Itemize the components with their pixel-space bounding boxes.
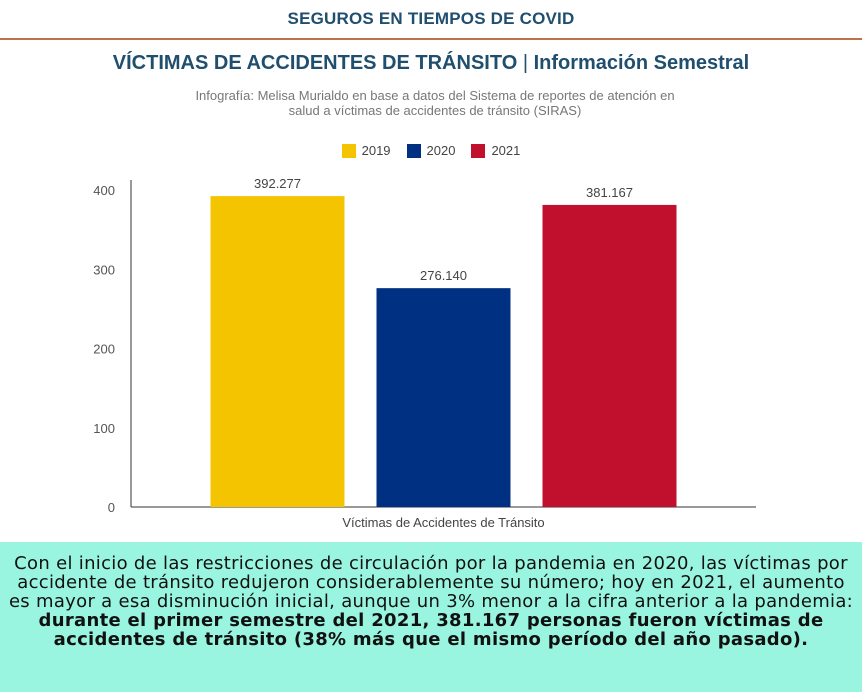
summary-box: Con el inicio de las restricciones de ci… bbox=[0, 542, 862, 692]
chart-title-sub: Información Semestral bbox=[533, 52, 750, 74]
chart-legend: 2019 2020 2021 bbox=[0, 143, 862, 158]
data-label-2020: 276.140 bbox=[420, 268, 467, 283]
y-tick-label: 400 bbox=[93, 183, 115, 198]
bar-chart: 0 100 200 300 400 392.277 276.140 381.167 Víctim… bbox=[93, 176, 756, 530]
summary-text: Con el inicio de las restricciones de ci… bbox=[8, 553, 854, 612]
legend-swatch-2019 bbox=[341, 143, 356, 158]
legend-label-2020: 2020 bbox=[426, 143, 456, 158]
page-header: SEGUROS EN TIEMPOS DE COVID bbox=[0, 0, 862, 40]
data-label-2021: 381.167 bbox=[586, 185, 633, 200]
summary-highlight: durante el primer semestre del 2021, 381… bbox=[38, 610, 824, 650]
legend-swatch-2020 bbox=[406, 143, 421, 158]
legend-item-2019: 2019 bbox=[341, 143, 391, 158]
bar-2020 bbox=[376, 288, 511, 507]
y-tick-label: 300 bbox=[93, 262, 115, 277]
y-tick-label: 100 bbox=[93, 421, 115, 436]
legend-item-2020: 2020 bbox=[406, 143, 456, 158]
legend-swatch-2021 bbox=[471, 143, 486, 158]
chart-title-main: VÍCTIMAS DE ACCIDENTES DE TRÁNSITO bbox=[112, 52, 518, 74]
chart-credit-line-1: Infografía: Melisa Murialdo en base a da… bbox=[195, 88, 675, 103]
legend-item-2021: 2021 bbox=[471, 143, 520, 158]
y-tick-label: 200 bbox=[93, 342, 115, 357]
chart-credit-line-2: salud a víctimas de accidentes de tránsi… bbox=[288, 103, 582, 118]
legend-label-2019: 2019 bbox=[361, 143, 391, 158]
chart-title: VÍCTIMAS DE ACCIDENTES DE TRÁNSITO | Inf… bbox=[0, 52, 862, 75]
legend-label-2021: 2021 bbox=[491, 143, 521, 158]
chart-credit: Infografía: Melisa Murialdo en base a da… bbox=[120, 88, 750, 118]
data-label-2019: 392.277 bbox=[254, 176, 301, 191]
y-tick-label: 0 bbox=[108, 500, 115, 515]
chart-title-separator: | bbox=[522, 52, 529, 74]
x-axis-label: Víctimas de Accidentes de Tránsito bbox=[342, 515, 544, 530]
bar-2019 bbox=[210, 196, 345, 507]
page-header-title: SEGUROS EN TIEMPOS DE COVID bbox=[287, 9, 575, 28]
bar-2021 bbox=[542, 204, 677, 507]
